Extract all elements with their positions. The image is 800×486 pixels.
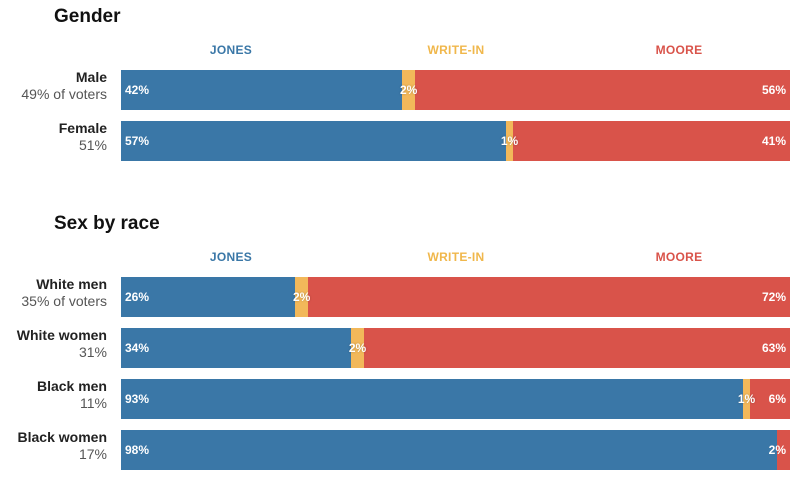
- data-label-jones: 98%: [125, 443, 150, 457]
- chart-row: White women 31% 34% 2% 63%: [0, 327, 800, 368]
- row-category-name: Female: [58, 120, 107, 136]
- column-header-write-in: WRITE-IN: [427, 43, 485, 57]
- row-label: Female 51%: [59, 120, 107, 154]
- row-voter-share: 31%: [78, 344, 107, 360]
- data-label-write-in: 2%: [292, 290, 311, 304]
- data-label-moore: 72%: [761, 290, 786, 304]
- data-label-jones: 34%: [125, 341, 150, 355]
- bar-segment-jones: [121, 70, 402, 110]
- chart-row: Male 49% of voters 42% 2% 56%: [0, 69, 800, 110]
- data-label-moore: 6%: [768, 392, 786, 406]
- column-header-moore: MOORE: [655, 43, 703, 57]
- stacked-bar: 93% 1% 6%: [121, 379, 790, 419]
- section-title: Sex by race: [54, 213, 160, 234]
- data-label-moore: 41%: [761, 134, 786, 148]
- data-label-moore: 2%: [768, 443, 786, 457]
- bar-segment-jones: [121, 430, 777, 470]
- bar-segment-write-in: [506, 121, 513, 161]
- data-label-jones: 26%: [125, 290, 150, 304]
- stacked-bar: 57% 1% 41%: [121, 121, 790, 161]
- column-header-moore: MOORE: [655, 250, 703, 264]
- row-label: Male 49% of voters: [21, 69, 107, 103]
- row-voter-share: 17%: [78, 446, 107, 462]
- bar-segment-jones: [121, 121, 507, 161]
- bar-segment-write-in: [401, 70, 416, 110]
- data-label-moore: 56%: [761, 83, 786, 97]
- data-label-write-in: 1%: [737, 392, 756, 406]
- bar-segment-moore: [415, 70, 790, 110]
- bar-segment-jones: [121, 277, 295, 317]
- row-category-name: Black men: [36, 378, 107, 394]
- row-voter-share: 51%: [78, 137, 107, 153]
- row-label: White men 35% of voters: [21, 276, 107, 310]
- stacked-bar: 42% 2% 56%: [121, 70, 790, 110]
- bar-segment-moore: [364, 328, 790, 368]
- data-label-write-in: 2%: [399, 83, 418, 97]
- bar-segment-moore: [308, 277, 790, 317]
- data-label-jones: 42%: [125, 83, 150, 97]
- column-header-jones: JONES: [209, 43, 253, 57]
- stacked-bar: 34% 2% 63%: [121, 328, 790, 368]
- row-voter-share: 35% of voters: [21, 293, 107, 309]
- chart-row: Black men 11% 93% 1% 6%: [0, 378, 800, 419]
- data-label-moore: 63%: [761, 341, 786, 355]
- bar-segment-write-in: [294, 277, 309, 317]
- column-header-write-in: WRITE-IN: [427, 250, 485, 264]
- row-category-name: White men: [36, 276, 107, 292]
- stacked-bar: 26% 2% 72%: [121, 277, 790, 317]
- chart-row: White men 35% of voters 26% 2% 72%: [0, 276, 800, 317]
- bar-segment-jones: [121, 379, 744, 419]
- chart-row: Female 51% 57% 1% 41%: [0, 120, 800, 161]
- row-voter-share: 11%: [80, 395, 107, 411]
- stacked-bar: 98% 2%: [121, 430, 790, 470]
- row-category-name: Black women: [17, 429, 107, 445]
- bar-segment-write-in: [350, 328, 365, 368]
- data-label-write-in: 1%: [500, 134, 519, 148]
- row-category-name: Male: [75, 69, 107, 85]
- row-voter-share: 49% of voters: [21, 86, 107, 102]
- bar-segment-moore: [749, 379, 790, 419]
- bar-segment-moore: [776, 430, 790, 470]
- row-label: Black men 11%: [37, 378, 107, 412]
- row-label: White women 31%: [17, 327, 107, 361]
- bar-segment-moore: [512, 121, 790, 161]
- data-label-jones: 57%: [125, 134, 150, 148]
- column-header-jones: JONES: [209, 250, 253, 264]
- bar-segment-write-in: [743, 379, 750, 419]
- chart-row: Black women 17% 98% 2%: [0, 429, 800, 470]
- row-label: Black women 17%: [18, 429, 107, 463]
- section-title: Gender: [54, 6, 121, 27]
- data-label-jones: 93%: [125, 392, 150, 406]
- row-category-name: White women: [16, 327, 107, 343]
- data-label-write-in: 2%: [348, 341, 367, 355]
- bar-segment-jones: [121, 328, 351, 368]
